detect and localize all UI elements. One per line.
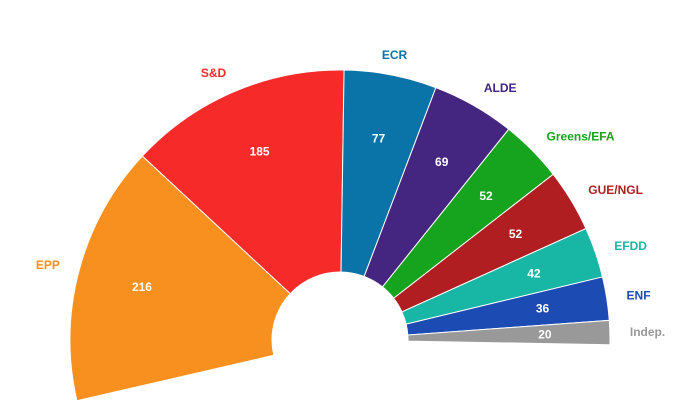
party-label-indep: Indep. [630, 325, 665, 339]
value-label-ecr: 77 [372, 132, 386, 146]
party-label-gue-ngl: GUE/NGL [588, 183, 643, 197]
value-label-indep: 20 [538, 327, 552, 341]
party-label-efdd: EFDD [614, 239, 647, 253]
value-label-enf: 36 [536, 301, 550, 315]
value-label-gue-ngl: 52 [509, 227, 523, 241]
slice-s-d [141, 69, 345, 295]
value-label-greens-efa: 52 [479, 189, 493, 203]
party-label-alde: ALDE [484, 81, 517, 95]
party-label-enf: ENF [627, 288, 651, 302]
party-label-greens-efa: Greens/EFA [547, 129, 615, 143]
party-label-epp: EPP [36, 258, 60, 272]
value-label-efdd: 42 [527, 266, 541, 280]
party-label-ecr: ECR [382, 48, 408, 62]
value-label-alde: 69 [435, 155, 449, 169]
party-label-s-d: S&D [201, 66, 227, 80]
slice-epp [69, 155, 291, 400]
value-label-s-d: 185 [250, 144, 270, 158]
value-label-epp: 216 [132, 280, 152, 294]
slice-indep [407, 319, 611, 346]
